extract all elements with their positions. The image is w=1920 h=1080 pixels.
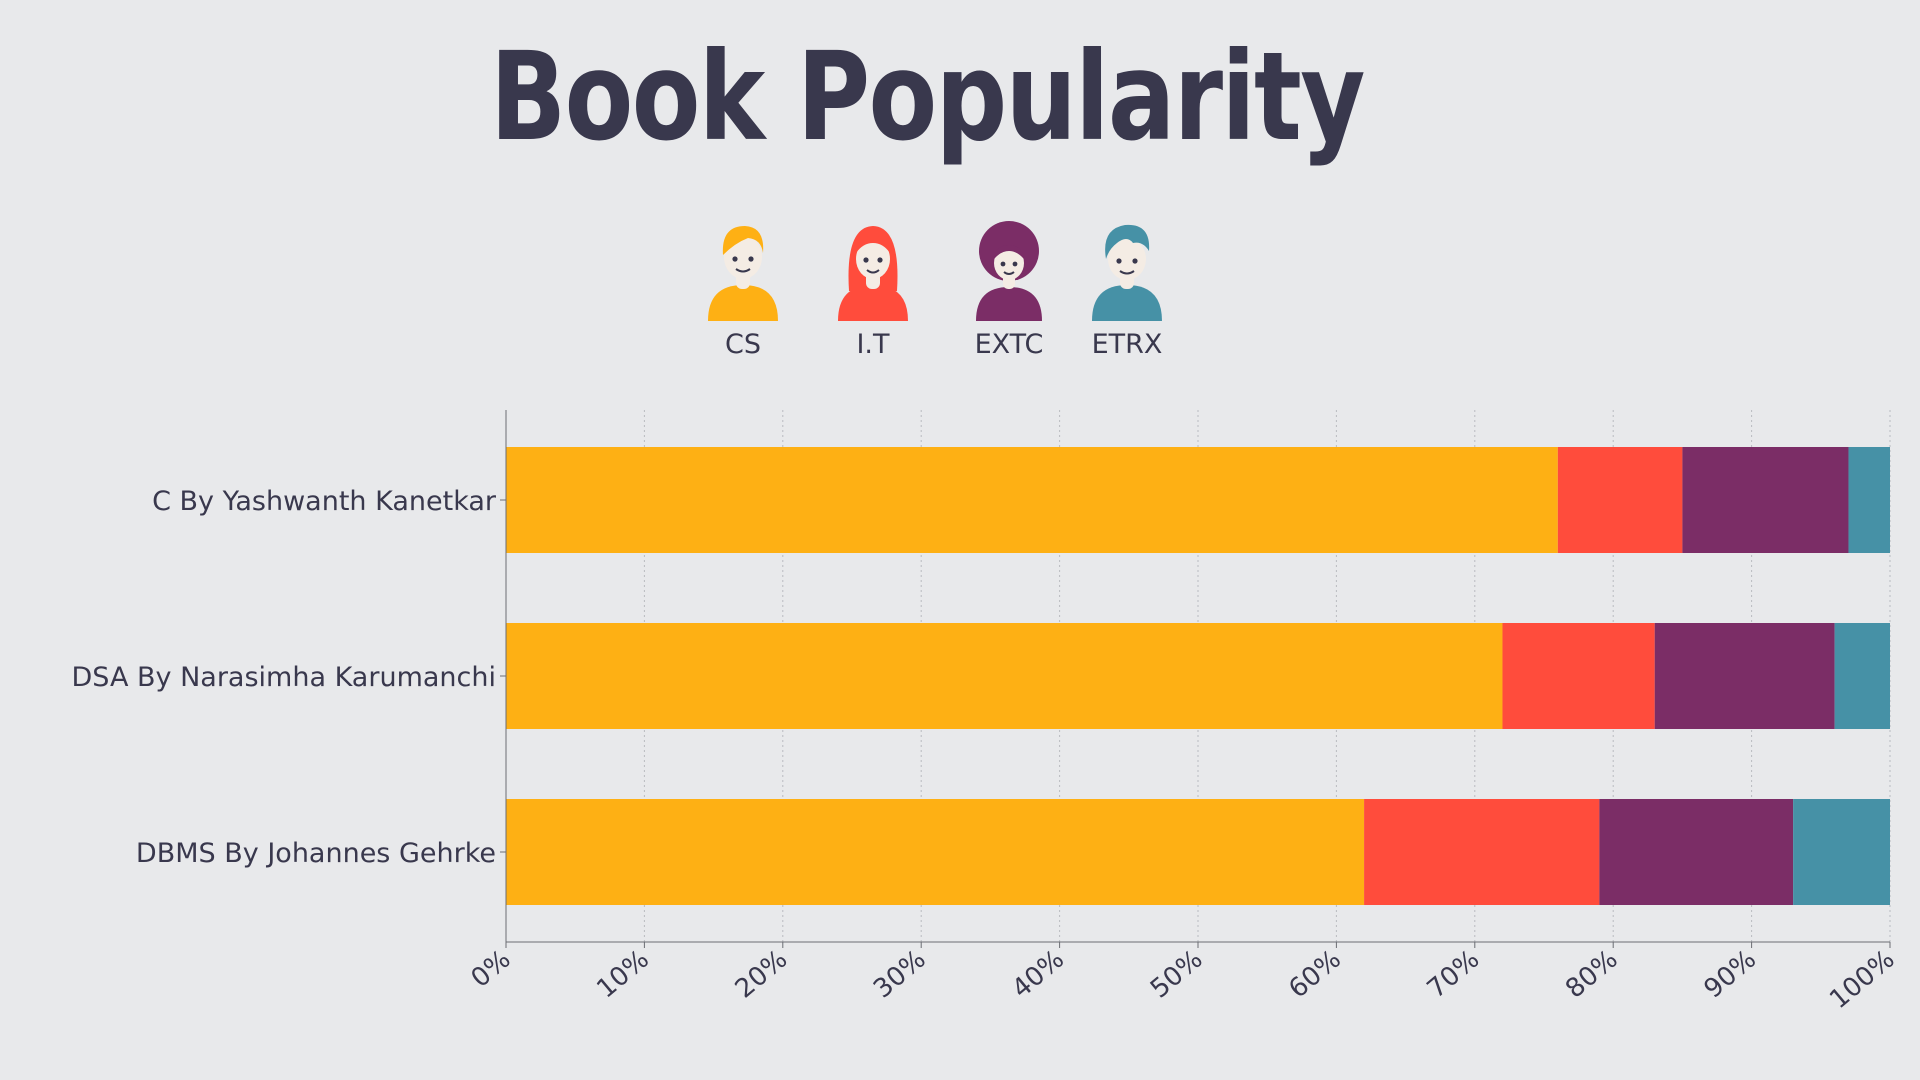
legend-label-extc: EXTC — [974, 329, 1044, 360]
bar-segment — [506, 447, 1558, 553]
bar-segment — [1502, 623, 1655, 729]
legend-label-etrx: ETRX — [1091, 329, 1163, 360]
x-tick-label: 60% — [1283, 944, 1347, 1004]
legend-item-extc: EXTC — [949, 221, 1069, 360]
category-label: C By Yashwanth Kanetkar — [152, 486, 497, 517]
bar-segment — [1793, 799, 1890, 905]
x-tick-label: 80% — [1560, 944, 1624, 1004]
bar-segment — [506, 799, 1365, 905]
legend-label-it: I.T — [856, 329, 890, 360]
x-tick-label: 0% — [466, 944, 517, 993]
bar-segment — [506, 623, 1503, 729]
x-tick-label: 30% — [868, 944, 932, 1004]
bar-segment — [1834, 623, 1890, 729]
person-quiff-icon — [1092, 224, 1162, 321]
bar-segment — [1848, 447, 1890, 553]
category-label: DSA By Narasimha Karumanchi — [72, 662, 496, 693]
bar-segment — [1682, 447, 1849, 553]
legend-label-cs: CS — [725, 329, 761, 360]
legend-item-etrx: ETRX — [1067, 221, 1187, 360]
legend-item-it: I.T — [813, 221, 933, 360]
x-tick-label: 10% — [591, 944, 655, 1004]
x-tick-label: 70% — [1422, 944, 1486, 1004]
bar-segment — [1599, 799, 1794, 905]
category-label: DBMS By Johannes Gehrke — [136, 838, 496, 869]
x-tick-label: 40% — [1007, 944, 1071, 1004]
person-long-hair-icon — [838, 226, 908, 321]
person-afro-icon — [976, 221, 1042, 321]
x-tick-label: 50% — [1145, 944, 1209, 1004]
x-tick-label: 90% — [1699, 944, 1763, 1004]
bar-segment — [1557, 447, 1683, 553]
legend-item-cs: CS — [683, 221, 803, 360]
person-short-hair-icon — [708, 226, 778, 321]
bar-segment — [1654, 623, 1835, 729]
chart-title: Book Popularity — [490, 26, 1365, 168]
x-tick-label: 100% — [1824, 944, 1900, 1015]
bar-segment — [1364, 799, 1600, 905]
x-tick-label: 20% — [730, 944, 794, 1004]
